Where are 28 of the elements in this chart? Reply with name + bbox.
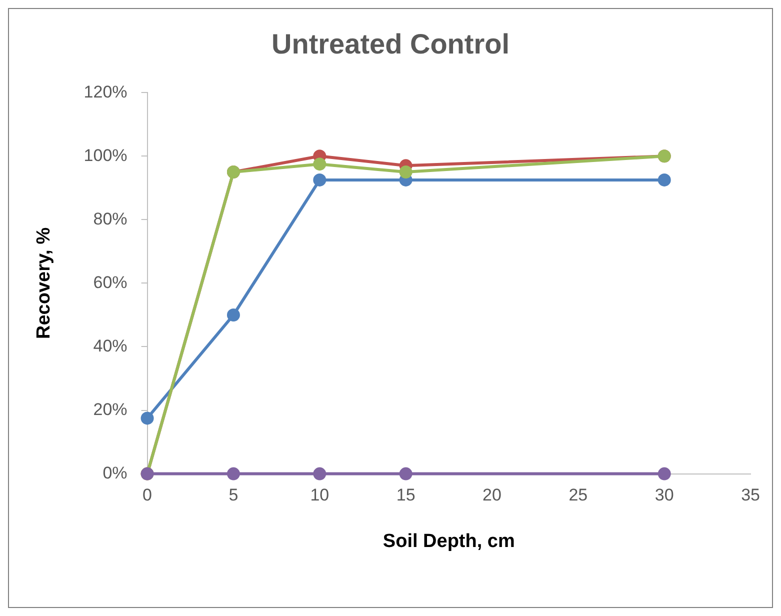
y-tick-label: 60%	[93, 272, 128, 292]
chart-title: Untreated Control	[272, 28, 510, 60]
x-tick-label: 35	[741, 486, 760, 505]
point	[226, 467, 240, 480]
point	[226, 308, 240, 322]
point	[658, 467, 671, 480]
x-tick-label: 5	[228, 486, 238, 505]
point	[399, 166, 412, 179]
point	[313, 467, 326, 480]
y-tick-label: 80%	[93, 209, 128, 228]
x-axis-title: Soil Depth, cm	[382, 530, 515, 552]
y-tick-label: 100%	[84, 146, 128, 165]
point	[313, 173, 326, 186]
x-tick-label: 20	[482, 486, 502, 505]
point	[140, 412, 154, 425]
y-tick-label: 0%	[102, 463, 128, 482]
x-tick-label: 10	[310, 486, 330, 505]
point	[658, 173, 671, 186]
x-tick-label: 30	[654, 486, 674, 505]
point	[313, 158, 326, 171]
x-tick-label: 0	[142, 486, 152, 505]
y-axis-title: Recovery, %	[34, 227, 55, 340]
x-tick-label: 15	[396, 486, 416, 505]
point	[399, 467, 412, 480]
y-tick-label: 20%	[93, 400, 128, 419]
y-tick-label: 120%	[84, 82, 128, 102]
y-tick-label: 40%	[93, 336, 128, 356]
x-tick-label: 25	[568, 486, 588, 505]
